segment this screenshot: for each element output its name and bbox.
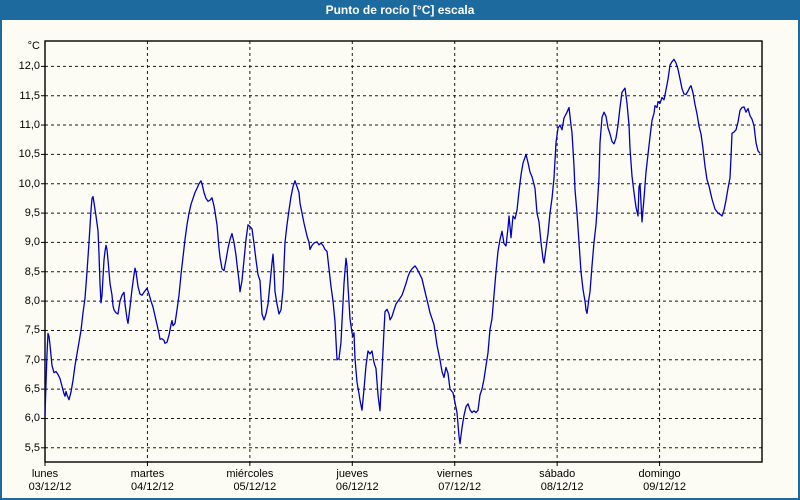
y-tick-label: 10,0 — [18, 177, 40, 190]
window-titlebar: Punto de rocío [°C] escala — [2, 0, 798, 20]
y-tick-label: 8,5 — [24, 265, 40, 278]
x-date-label: 08/12/12 — [540, 481, 584, 493]
y-axis-unit-label: °C — [27, 40, 40, 52]
x-date-label: 03/12/12 — [28, 481, 72, 493]
y-tick-label: 6,5 — [24, 383, 40, 396]
x-date-label: 07/12/12 — [438, 481, 482, 493]
plot-frame — [44, 40, 763, 463]
y-tick-label: 10,5 — [18, 148, 40, 161]
x-date-label: 04/12/12 — [131, 481, 174, 493]
y-tick-label: 9,0 — [24, 236, 40, 249]
y-tick-label: 7,0 — [24, 353, 40, 366]
window-title: Punto de rocío [°C] escala — [325, 3, 475, 17]
x-day-name-label: lunes — [31, 468, 59, 480]
x-day-name-label: sábado — [539, 468, 576, 480]
dewpoint-line — [44, 58, 761, 445]
x-date-label: 09/12/12 — [643, 481, 686, 493]
x-day-name-label: domingo — [638, 468, 681, 480]
x-date-label: 06/12/12 — [335, 481, 379, 493]
x-day-name-label: martes — [130, 468, 165, 480]
x-day-name-label: miércoles — [226, 468, 274, 480]
y-tick-label: 11,0 — [19, 119, 40, 132]
y-tick-label: 8,0 — [24, 295, 40, 308]
x-date-label: 05/12/12 — [233, 481, 277, 493]
y-tick-label: 12,0 — [18, 60, 40, 73]
x-day-name-label: jueves — [336, 468, 369, 480]
y-tick-label: 6,0 — [24, 412, 40, 425]
y-tick-label: 11,5 — [19, 89, 40, 102]
y-tick-label: 9,5 — [24, 207, 40, 220]
y-tick-label: 5,5 — [24, 441, 40, 454]
x-day-name-label: viernes — [436, 468, 473, 480]
y-tick-label: 7,5 — [24, 324, 40, 337]
